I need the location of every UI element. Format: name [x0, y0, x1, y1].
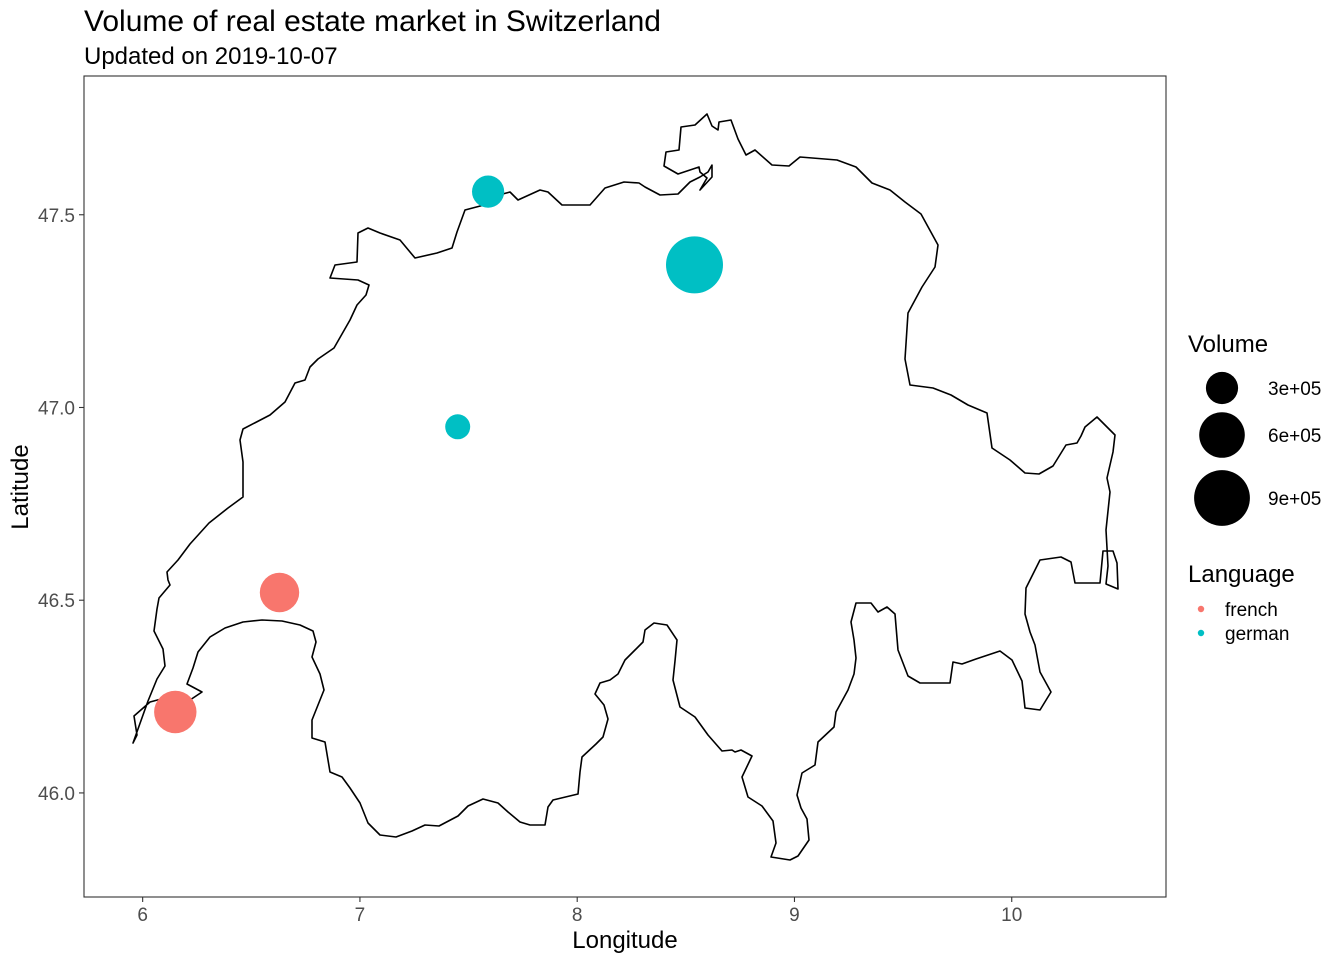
color-legend-label: german: [1225, 624, 1289, 645]
point-german-0: [472, 175, 505, 208]
y-tick-label: 47.5: [38, 206, 75, 227]
size-legend-key: [1205, 371, 1239, 405]
color-legend-title: Language: [1188, 561, 1295, 588]
y-tick-label: 46.5: [38, 591, 75, 612]
chart-subtitle: Updated on 2019-10-07: [84, 43, 338, 70]
size-legend-label: 9e+05: [1268, 489, 1321, 510]
plot-panel: [83, 75, 1167, 898]
x-ticks: 6 7 8 9 10: [137, 897, 1022, 926]
size-legend-title: Volume: [1188, 331, 1268, 358]
size-legend-key: [1194, 470, 1250, 526]
point-french-1: [259, 572, 300, 613]
x-tick-label: 6: [137, 905, 148, 926]
chart-title: Volume of real estate market in Switzerl…: [84, 5, 661, 38]
switzerland-outline: [132, 113, 1119, 861]
points-layer: [154, 175, 723, 734]
color-legend: Language french german: [1188, 561, 1295, 645]
color-legend-label: french: [1225, 600, 1278, 621]
y-tick-label: 47.0: [38, 398, 75, 419]
color-legend-items: french german: [1197, 600, 1289, 645]
color-legend-key-french: [1197, 605, 1205, 613]
y-ticks: 46.0 46.5 47.0 47.5: [38, 206, 84, 805]
y-axis-title: Latitude: [7, 444, 34, 529]
switzerland-border: [132, 113, 1119, 861]
size-legend-label: 6e+05: [1268, 426, 1321, 447]
x-tick-label: 7: [355, 905, 366, 926]
size-legend: Volume 3e+05 6e+05 9e+05: [1188, 331, 1321, 526]
point-german-1: [666, 236, 723, 294]
y-axis: 46.0 46.5 47.0 47.5 Latitude: [7, 206, 84, 805]
point-french-0: [154, 690, 197, 734]
x-axis-title: Longitude: [572, 927, 677, 954]
size-legend-items: 3e+05 6e+05 9e+05: [1194, 371, 1321, 526]
point-german-2: [445, 414, 471, 440]
x-tick-label: 8: [572, 905, 583, 926]
x-tick-label: 10: [1001, 905, 1022, 926]
x-axis: 6 7 8 9 10 Longitude: [137, 897, 1022, 954]
color-legend-key-german: [1197, 629, 1205, 637]
size-legend-label: 3e+05: [1268, 379, 1321, 400]
y-tick-label: 46.0: [38, 784, 75, 805]
size-legend-key: [1199, 412, 1245, 458]
x-tick-label: 9: [789, 905, 800, 926]
